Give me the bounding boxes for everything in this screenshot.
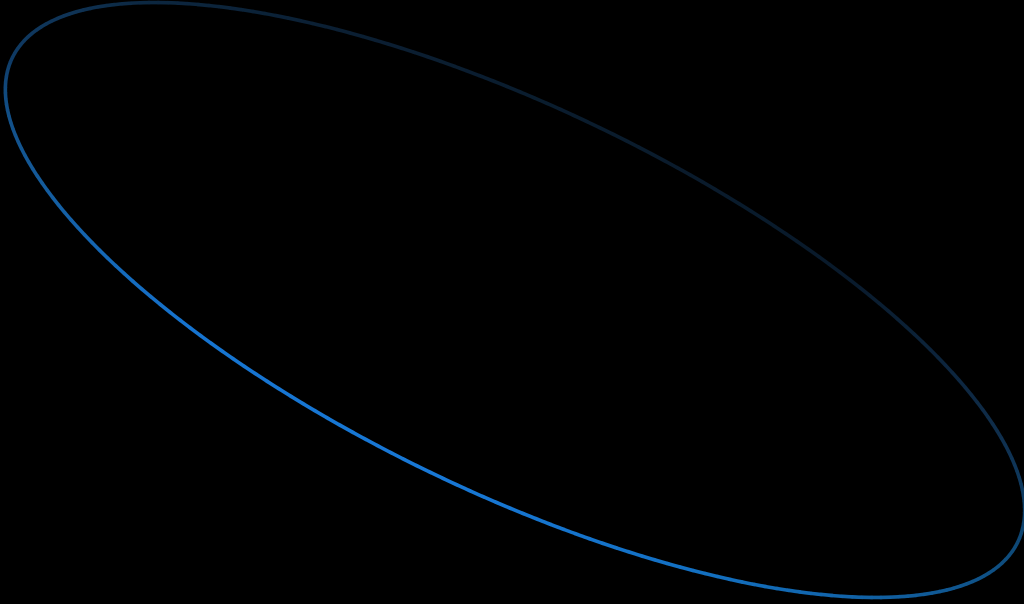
ellipse-stroke-segment bbox=[1015, 536, 1022, 544]
